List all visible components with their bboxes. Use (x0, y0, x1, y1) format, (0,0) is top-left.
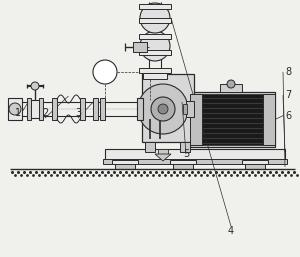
Bar (145, 142, 155, 152)
Circle shape (151, 97, 175, 121)
Bar (180, 142, 190, 152)
Bar (115, 161, 135, 169)
Bar (183, 104, 187, 114)
Text: 3: 3 (75, 108, 81, 118)
Circle shape (93, 60, 117, 84)
Bar (158, 149, 168, 154)
Bar (139, 50, 171, 55)
Bar (137, 98, 143, 120)
Bar (190, 94, 202, 145)
Circle shape (138, 84, 188, 134)
Text: 4: 4 (228, 226, 234, 236)
Bar (190, 92, 275, 147)
Bar (142, 74, 194, 142)
Bar (100, 98, 105, 120)
Bar (139, 68, 171, 73)
Bar (143, 73, 167, 79)
Text: 2: 2 (42, 108, 48, 118)
Bar (139, 34, 171, 39)
Text: 7: 7 (285, 90, 291, 100)
Bar (112, 160, 138, 164)
Circle shape (140, 31, 170, 61)
Text: 5: 5 (183, 149, 189, 159)
Bar (52, 98, 57, 120)
Text: 6: 6 (285, 111, 291, 121)
Bar (220, 84, 242, 92)
Bar (27, 98, 31, 120)
Bar (139, 4, 171, 9)
Bar (139, 18, 171, 23)
Circle shape (140, 3, 170, 33)
Bar (93, 98, 98, 120)
Bar (80, 98, 85, 120)
Bar (39, 98, 43, 120)
Bar (170, 160, 196, 164)
Bar (263, 94, 275, 145)
Bar (173, 161, 193, 169)
Bar (8, 98, 22, 120)
Bar (245, 161, 265, 169)
Circle shape (227, 80, 235, 88)
Text: 8: 8 (285, 67, 291, 77)
Text: 1: 1 (15, 108, 21, 118)
Circle shape (31, 82, 39, 90)
Bar (133, 42, 147, 52)
Bar (186, 101, 194, 117)
Polygon shape (155, 154, 171, 161)
Bar (198, 94, 267, 145)
Bar (242, 160, 268, 164)
Bar (105, 149, 285, 161)
Bar (29, 100, 41, 118)
Circle shape (9, 103, 21, 115)
Bar (103, 159, 287, 164)
Circle shape (158, 104, 168, 114)
